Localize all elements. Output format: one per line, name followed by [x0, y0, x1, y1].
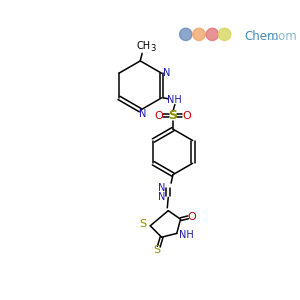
Text: N: N	[158, 183, 165, 193]
Text: N: N	[158, 192, 165, 203]
Text: NH: NH	[179, 230, 194, 240]
Text: S: S	[153, 245, 161, 256]
Text: N: N	[140, 109, 147, 119]
Text: N: N	[163, 68, 170, 78]
Text: S: S	[139, 219, 146, 229]
Text: NH: NH	[167, 95, 182, 105]
Circle shape	[206, 28, 218, 40]
Circle shape	[218, 28, 231, 40]
Text: Chem: Chem	[244, 30, 279, 43]
Text: O: O	[188, 212, 196, 222]
Text: .com: .com	[269, 30, 298, 43]
Circle shape	[193, 28, 205, 40]
Text: 3: 3	[150, 44, 155, 53]
Text: O: O	[154, 111, 163, 121]
Text: O: O	[183, 111, 192, 121]
Text: CH: CH	[137, 41, 151, 51]
Text: S: S	[169, 110, 178, 122]
Circle shape	[180, 28, 192, 40]
